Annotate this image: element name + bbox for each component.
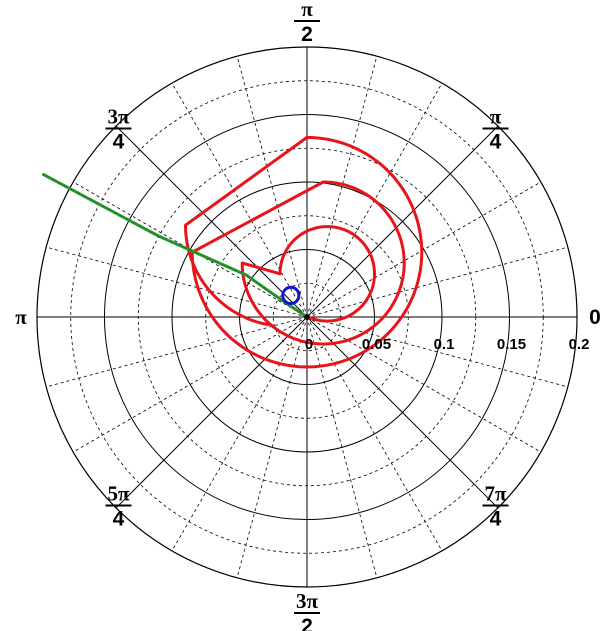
radial-tick-label: 0.2	[569, 336, 590, 353]
grid-circle-minor	[70, 80, 544, 554]
grid-circle-major	[171, 181, 443, 453]
radial-tick-label: 0	[305, 336, 313, 353]
angle-label: π	[15, 305, 27, 329]
circle-marker	[281, 285, 301, 305]
line-series-overlay	[42, 173, 308, 318]
radial-tick-label: 0.1	[434, 336, 455, 353]
angle-label: 5π4	[105, 482, 132, 531]
angle-label-numerator: 3π	[296, 589, 319, 613]
angle-label-denominator: 4	[490, 508, 502, 531]
angle-label-denominator: 4	[490, 130, 502, 153]
angle-label-numerator: 5π	[107, 482, 130, 506]
grid-circle-major	[36, 46, 578, 588]
angle-label: 3π4	[105, 104, 132, 153]
angle-label: π4	[482, 104, 509, 153]
angle-label-denominator: 2	[301, 23, 313, 46]
angle-label-numerator: 7π	[485, 482, 508, 506]
spiral-series	[184, 135, 424, 369]
angle-label-denominator: 4	[113, 130, 125, 153]
radial-tick-labels: 0 0.05 0.1 0.15 0.2	[305, 336, 590, 353]
grid-circle-major	[104, 114, 510, 520]
polar-grid	[36, 46, 578, 588]
angle-label-numerator: 3π	[107, 104, 130, 128]
angle-label: π2	[294, 0, 320, 46]
angle-label-numerator: π	[490, 104, 502, 128]
origin-marker	[304, 314, 310, 320]
line-series	[41, 172, 308, 319]
radial-tick-label: 0.05	[362, 336, 391, 353]
angle-label: 3π2	[294, 589, 320, 631]
grid-circle-major	[239, 249, 375, 385]
grid-circle-minor	[205, 215, 409, 419]
grid-circle-minor	[137, 147, 477, 487]
angle-label: 0	[589, 306, 601, 329]
angle-label-numerator: π	[301, 0, 313, 21]
angle-label-text: π	[15, 305, 27, 329]
grid-circle-minor	[272, 282, 342, 352]
angle-label: 7π4	[482, 482, 509, 531]
angle-label-text: 0	[589, 306, 601, 329]
radial-tick-label: 0.15	[497, 336, 526, 353]
angle-label-denominator: 4	[113, 508, 125, 531]
angle-label-denominator: 2	[301, 615, 313, 631]
data-series	[41, 135, 424, 369]
